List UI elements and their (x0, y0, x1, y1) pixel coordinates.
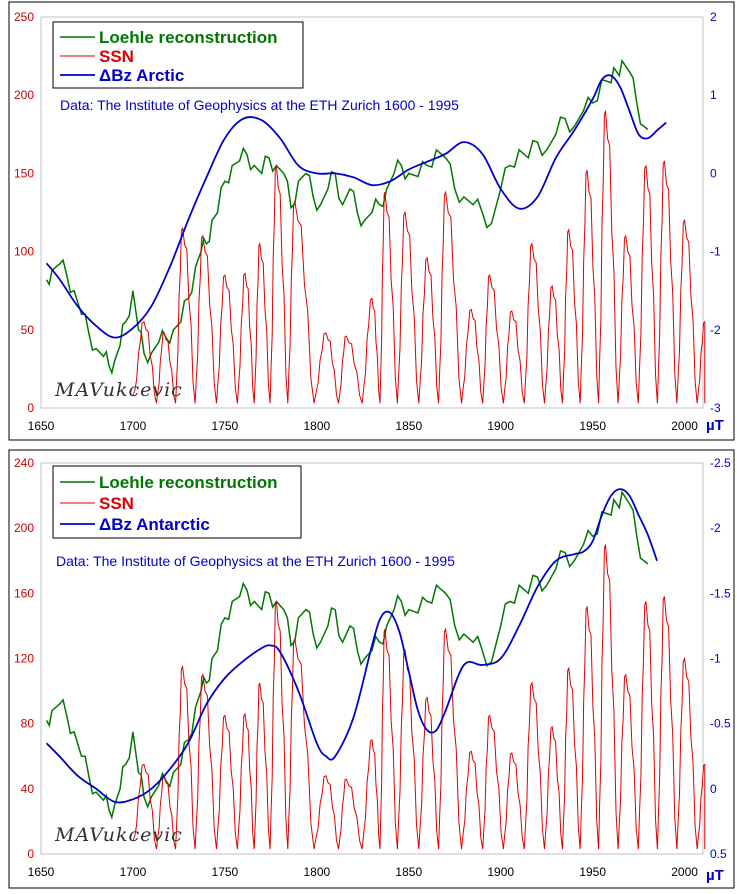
y-left-tick-label: 120 (14, 652, 34, 666)
y-right-tick-label: 1 (710, 88, 717, 102)
y-left-tick-label: 250 (14, 10, 34, 24)
legend-label-arctic: ΔBz Arctic (99, 66, 184, 85)
x-tick-label: 1950 (579, 865, 606, 879)
x-tick-label: 2000 (671, 865, 698, 879)
x-tick-label: 1800 (303, 865, 330, 879)
x-tick-label: 1750 (212, 865, 239, 879)
y-left-tick-label: 0 (27, 401, 34, 415)
y-left-tick-label: 50 (21, 323, 35, 337)
x-tick-label: 1850 (395, 419, 422, 433)
series-line-bz (45, 488, 658, 804)
unit-label: µT (706, 417, 724, 434)
y-right-tick-label: -3 (710, 401, 721, 415)
y-left-tick-label: 40 (21, 782, 35, 796)
y-right-tick-label: 2 (710, 10, 717, 24)
y-right-tick-label: -1.5 (710, 586, 731, 600)
author-signature: MAVukcevic (54, 379, 183, 401)
y-right-tick-label: -2 (710, 521, 721, 535)
y-left-tick-label: 200 (14, 88, 34, 102)
x-tick-label: 1750 (212, 419, 239, 433)
x-tick-label: 1850 (395, 865, 422, 879)
y-right-tick-label: 0 (710, 166, 717, 180)
y-left-tick-label: 80 (21, 717, 35, 731)
series-layer (45, 488, 706, 850)
x-tick-label: 1900 (487, 865, 514, 879)
legend-box (52, 21, 304, 89)
series-line-loehle (45, 490, 649, 820)
y-left-tick-label: 240 (14, 456, 34, 470)
axis-ticks: 1650 1700 1750 1800 1850 1900 1950 200005010015… (14, 10, 721, 433)
x-tick-label: 1800 (303, 419, 330, 433)
x-tick-label: 1700 (120, 865, 147, 879)
series-layer (45, 58, 706, 404)
x-tick-label: 1950 (579, 419, 606, 433)
legend: Loehle reconstruction SSN ΔBz Antarctic (52, 465, 302, 539)
author-signature: MAVukcevic (54, 824, 183, 846)
x-tick-label: 1900 (487, 419, 514, 433)
y-left-tick-label: 200 (14, 521, 34, 535)
y-right-tick-label: -2.5 (710, 456, 731, 470)
plot-area (40, 16, 704, 409)
y-right-tick-label: -1 (710, 245, 721, 259)
axis-ticks: 1650 1700 1750 1800 1850 1900 1950 200004080120… (14, 456, 731, 879)
x-tick-label: 2000 (671, 419, 698, 433)
chart-frame (8, 1, 735, 441)
chart-antarctic: 1650 1700 1750 1800 1850 1900 1950 200004080120… (8, 449, 735, 889)
y-left-tick-label: 100 (14, 245, 34, 259)
x-tick-label: 1700 (120, 419, 147, 433)
series-line-ssn (132, 544, 706, 850)
legend-label-ssn: SSN (99, 47, 134, 66)
chart-frame (8, 449, 735, 889)
y-right-tick-label: 0.5 (710, 847, 727, 861)
legend-label-antarctic: ΔBz Antarctic (99, 515, 210, 534)
legend-label-loehle: Loehle reconstruction (99, 28, 278, 47)
legend: Loehle reconstruction SSN ΔBz Arctic (52, 21, 304, 89)
series-line-loehle (45, 58, 649, 376)
y-right-tick-label: -0.5 (710, 717, 731, 731)
series-line-ssn (132, 110, 706, 404)
data-source-note: Data: The Institute of Geophysics at the… (56, 553, 455, 569)
unit-label: µT (706, 867, 724, 884)
y-right-tick-label: 0 (710, 782, 717, 796)
legend-box (52, 465, 302, 539)
chart-arctic: 1650 1700 1750 1800 1850 1900 1950 200005010015… (8, 1, 735, 441)
y-right-tick-label: -1 (710, 652, 721, 666)
x-tick-label: 1650 (28, 419, 55, 433)
y-left-tick-label: 0 (27, 847, 34, 861)
y-left-tick-label: 160 (14, 586, 34, 600)
data-source-note: Data: The Institute of Geophysics at the… (60, 97, 459, 113)
x-tick-label: 1650 (28, 865, 55, 879)
legend-label-loehle: Loehle reconstruction (99, 473, 278, 492)
plot-area (40, 462, 704, 855)
y-right-tick-label: -2 (710, 323, 721, 337)
series-line-bz (45, 74, 667, 339)
y-left-tick-label: 150 (14, 166, 34, 180)
legend-label-ssn: SSN (99, 494, 134, 513)
